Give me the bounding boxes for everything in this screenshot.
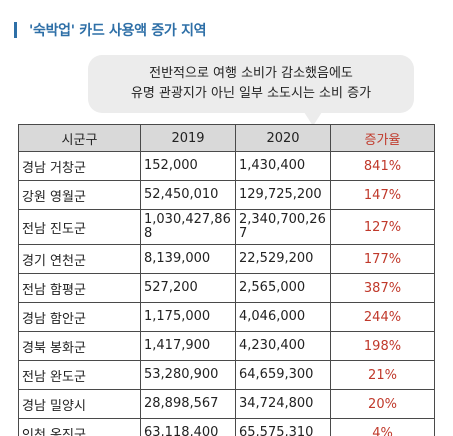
cell-region: 강원 영월군 — [18, 180, 141, 210]
cell-2020: 34,724,800 — [235, 389, 331, 419]
table-row: 전남 함평군 527,200 2,565,000 387% — [18, 273, 435, 303]
cell-rate: 387% — [330, 273, 435, 303]
cell-2019: 1,030,427,868 — [140, 209, 236, 245]
cell-2019: 28,898,567 — [140, 389, 236, 419]
cell-2020: 4,046,000 — [235, 302, 331, 332]
cell-2020: 65,575,310 — [235, 418, 331, 436]
cell-rate: 4% — [330, 418, 435, 436]
cell-2019: 63,118,400 — [140, 418, 236, 436]
cell-2020: 64,659,300 — [235, 360, 331, 390]
cell-rate: 20% — [330, 389, 435, 419]
table-row: 강원 영월군 52,450,010 129,725,200 147% — [18, 180, 435, 210]
table-row: 경남 함안군 1,175,000 4,046,000 244% — [18, 302, 435, 332]
cell-2019: 527,200 — [140, 273, 236, 303]
cell-rate: 177% — [330, 244, 435, 274]
cell-2020: 2,565,000 — [235, 273, 331, 303]
spending-table: 시군구 2019 2020 증가율 경남 거창군 152,000 1,430,4… — [18, 124, 435, 436]
title-accent-bar — [14, 22, 17, 38]
cell-region: 경북 봉화군 — [18, 331, 141, 361]
cell-region: 전남 완도군 — [18, 360, 141, 390]
table-row: 경남 밀양시 28,898,567 34,724,800 20% — [18, 389, 435, 419]
header-region: 시군구 — [18, 124, 141, 152]
cell-region: 경기 연천군 — [18, 244, 141, 274]
cell-2020: 22,529,200 — [235, 244, 331, 274]
header-rate: 증가율 — [330, 124, 435, 152]
cell-region: 인천 옹진군 — [18, 418, 141, 436]
cell-region: 전남 함평군 — [18, 273, 141, 303]
cell-2020: 2,340,700,267 — [235, 209, 331, 245]
table-row: 인천 옹진군 63,118,400 65,575,310 4% — [18, 418, 435, 436]
cell-rate: 244% — [330, 302, 435, 332]
cell-2019: 1,175,000 — [140, 302, 236, 332]
cell-rate: 21% — [330, 360, 435, 390]
cell-2019: 53,280,900 — [140, 360, 236, 390]
page-title: '숙박업' 카드 사용액 증가 지역 — [29, 23, 207, 39]
callout-bubble: 전반적으로 여행 소비가 감소했음에도 유명 관광지가 아닌 일부 소도시는 소… — [88, 55, 414, 113]
table-row: 경남 거창군 152,000 1,430,400 841% — [18, 151, 435, 181]
cell-2020: 1,430,400 — [235, 151, 331, 181]
cell-region: 전남 진도군 — [18, 209, 141, 245]
cell-rate: 147% — [330, 180, 435, 210]
table-row: 전남 진도군 1,030,427,868 2,340,700,267 127% — [18, 209, 435, 245]
callout-line-1: 전반적으로 여행 소비가 감소했음에도 — [149, 66, 353, 81]
cell-2020: 129,725,200 — [235, 180, 331, 210]
cell-region: 경남 거창군 — [18, 151, 141, 181]
cell-2019: 8,139,000 — [140, 244, 236, 274]
cell-rate: 841% — [330, 151, 435, 181]
table-header-row: 시군구 2019 2020 증가율 — [18, 124, 435, 152]
table-row: 전남 완도군 53,280,900 64,659,300 21% — [18, 360, 435, 390]
cell-rate: 198% — [330, 331, 435, 361]
cell-region: 경남 함안군 — [18, 302, 141, 332]
cell-region: 경남 밀양시 — [18, 389, 141, 419]
cell-2019: 152,000 — [140, 151, 236, 181]
header-2020: 2020 — [235, 124, 331, 152]
cell-2019: 1,417,900 — [140, 331, 236, 361]
table-row: 경기 연천군 8,139,000 22,529,200 177% — [18, 244, 435, 274]
header-2019: 2019 — [140, 124, 236, 152]
callout-line-2: 유명 관광지가 아닌 일부 소도시는 소비 증가 — [130, 86, 372, 101]
title-row: '숙박업' 카드 사용액 증가 지역 — [14, 20, 207, 40]
cell-2020: 4,230,400 — [235, 331, 331, 361]
cell-rate: 127% — [330, 209, 435, 245]
table-row: 경북 봉화군 1,417,900 4,230,400 198% — [18, 331, 435, 361]
callout-tail — [304, 112, 322, 126]
cell-2019: 52,450,010 — [140, 180, 236, 210]
